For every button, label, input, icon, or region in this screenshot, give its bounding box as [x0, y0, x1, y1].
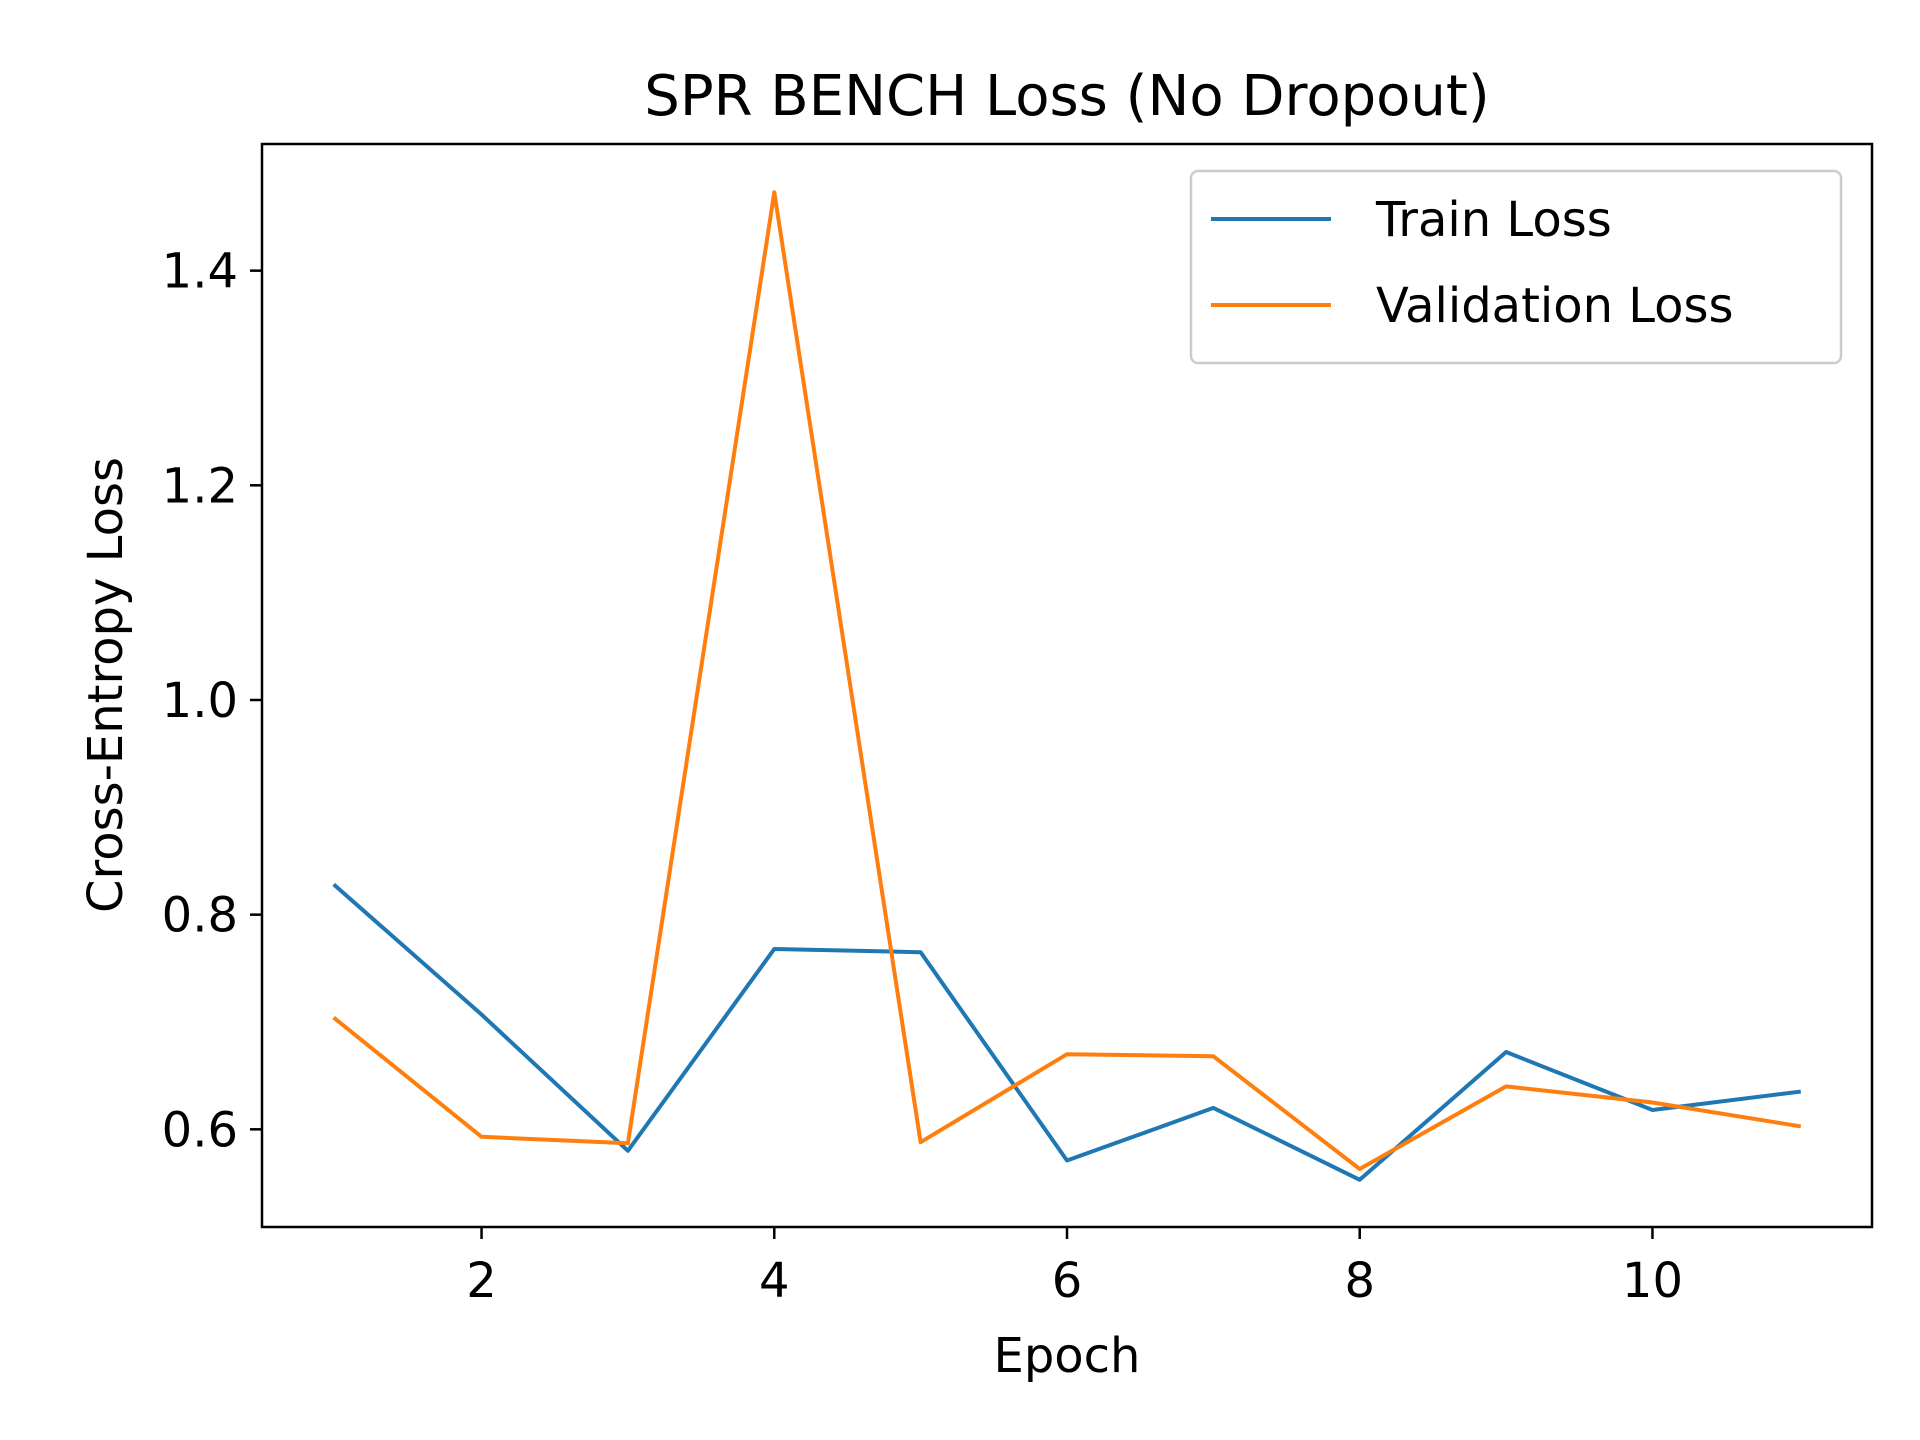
x-tick-label: 10 [1622, 1253, 1683, 1309]
y-axis: 0.6 0.8 1.0 1.2 1.4 [162, 244, 262, 1158]
chart-title: SPR BENCH Loss (No Dropout) [644, 64, 1489, 129]
legend: Train Loss Validation Loss [1189, 169, 1843, 365]
legend-label: Validation Loss [1376, 278, 1734, 334]
y-tick-label: 1.2 [162, 458, 238, 514]
legend-label: Train Loss [1375, 192, 1612, 248]
x-tick-label: 6 [1052, 1253, 1083, 1309]
series-line-train-loss [332, 882, 1802, 1182]
x-axis-label: Epoch [994, 1328, 1141, 1384]
y-tick-label: 1.0 [162, 673, 238, 729]
x-tick-label: 8 [1344, 1253, 1375, 1309]
legend-box [1189, 169, 1843, 365]
y-tick-label: 1.4 [162, 244, 238, 300]
y-axis-label: Cross-Entropy Loss [78, 457, 134, 913]
series-line-validation-loss [332, 190, 1802, 1171]
y-tick-label: 0.6 [162, 1102, 238, 1158]
y-tick-label: 0.8 [162, 888, 238, 944]
x-tick-label: 2 [466, 1253, 497, 1309]
x-axis: 2 4 6 8 10 [466, 1227, 1683, 1309]
x-tick-label: 4 [759, 1253, 790, 1309]
